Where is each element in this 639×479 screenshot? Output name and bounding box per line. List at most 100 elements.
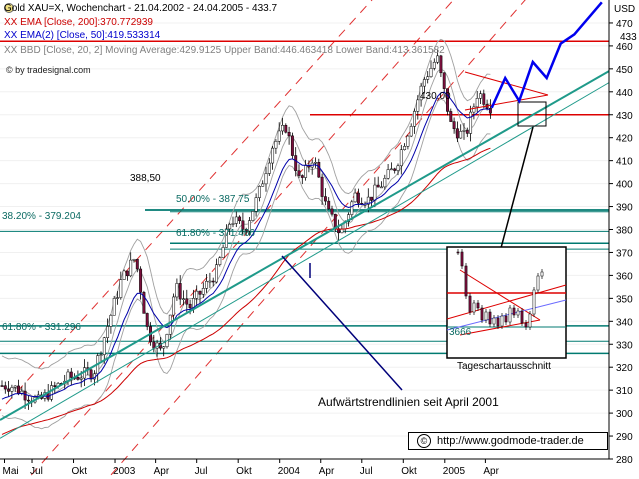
candle-body — [488, 107, 492, 114]
candle-body — [172, 296, 176, 316]
x-tick-label: 2005 — [443, 466, 466, 477]
candle-body — [314, 162, 317, 164]
inset-candle-body — [480, 307, 484, 321]
candle-body — [373, 184, 377, 201]
candle-body — [178, 283, 182, 300]
y-tick-label: 310 — [616, 386, 633, 397]
copyright-box[interactable]: © http://www.godmode-trader.de — [408, 432, 608, 450]
candle-body — [76, 377, 80, 380]
x-tick-label: 2004 — [278, 466, 301, 477]
candle-body — [116, 297, 119, 299]
ema50-legend: XX EMA(2) [Close, 50]:419.533314 — [4, 30, 161, 41]
inset-candle-body — [460, 251, 464, 267]
copyright-link[interactable]: http://www.godmode-trader.de — [437, 435, 584, 447]
candle-body — [370, 196, 374, 201]
y-tick-label: 390 — [616, 203, 633, 214]
candle-body — [195, 290, 199, 299]
y-tick-label: 450 — [616, 65, 633, 76]
candle-body — [294, 155, 298, 171]
candle-body — [244, 229, 248, 232]
candle-body — [281, 125, 284, 132]
fib-618-lower-label: 61.80% - 331.296 — [2, 322, 81, 333]
x-tick-label: Jul — [360, 466, 373, 477]
candle-body — [79, 377, 83, 380]
inset-candle-body — [476, 302, 480, 309]
candle-body — [267, 162, 271, 174]
y-tick-label: 300 — [616, 409, 633, 420]
candles-layer — [0, 49, 492, 410]
inset-candle-body — [484, 311, 488, 321]
y-tick-label: 460 — [616, 42, 633, 53]
y-tick-label: 410 — [616, 157, 633, 168]
trend-line-secondary — [0, 82, 610, 439]
ema200-legend: XX EMA [Close, 200]:370.772939 — [4, 17, 153, 28]
watermark: © by tradesignal.com — [6, 65, 91, 75]
candle-body — [201, 288, 205, 295]
candle-body — [475, 98, 479, 108]
candle-body — [403, 146, 407, 150]
fib-618-upper-label: 61.80% - 371.466 — [176, 228, 255, 239]
candle-body — [185, 298, 189, 305]
candle-body — [347, 214, 350, 222]
inset-trend-line — [446, 299, 567, 331]
inset-candle-body — [500, 315, 504, 327]
y-unit-label: USD — [614, 4, 635, 15]
candle-body — [112, 298, 116, 316]
candle-body — [152, 341, 156, 349]
y-tick-label: 350 — [616, 294, 633, 305]
candle-body — [26, 399, 30, 402]
channel-layer — [0, 0, 526, 479]
candle-body — [3, 385, 7, 390]
candle-body — [383, 177, 387, 188]
y-tick-label: 280 — [616, 455, 633, 466]
inset-candle-body — [492, 317, 496, 325]
candle-body — [416, 99, 420, 112]
candle-body — [254, 197, 258, 212]
candle-body — [452, 121, 456, 129]
candle-body — [455, 128, 459, 139]
candle-body — [442, 72, 446, 89]
candle-body — [231, 223, 235, 225]
candle-body — [300, 175, 304, 178]
candle-body — [469, 111, 473, 134]
candle-body — [323, 196, 327, 202]
forecast-layer — [490, 1, 603, 109]
candle-body — [162, 346, 166, 349]
level-388-label: 388,50 — [130, 173, 161, 184]
candle-body — [399, 149, 403, 167]
gold-coin-icon — [4, 3, 14, 13]
candle-body — [274, 141, 278, 149]
y-tick-label: 430 — [616, 111, 633, 122]
candle-body — [198, 290, 202, 295]
trend-pointer-line — [281, 255, 403, 391]
candle-body — [376, 184, 380, 188]
candle-body — [356, 192, 360, 204]
candle-body — [69, 371, 73, 378]
candle-body — [409, 126, 413, 137]
inset-candle-body — [528, 313, 532, 328]
candle-body — [413, 111, 416, 127]
candle-body — [211, 280, 215, 283]
candle-body — [287, 131, 291, 137]
candle-body — [261, 183, 265, 187]
x-tick-label: Okt — [401, 466, 417, 477]
candle-body — [350, 201, 354, 215]
candle-body — [393, 168, 397, 171]
candle-body — [13, 385, 17, 388]
inset-candle-body — [536, 275, 540, 291]
candle-body — [191, 298, 195, 309]
candle-body — [406, 135, 410, 147]
y-tick-label: 330 — [616, 340, 633, 351]
candle-body — [234, 216, 238, 224]
x-tick-label: Apr — [154, 466, 170, 477]
candle-body — [188, 303, 192, 309]
inset-layer — [446, 246, 567, 359]
fib-50-label: 50.00% - 387.75 — [176, 194, 250, 205]
inset-candle-body — [508, 307, 512, 323]
candle-body — [109, 315, 113, 327]
candle-body — [317, 162, 321, 178]
trend-line-main — [0, 70, 610, 421]
